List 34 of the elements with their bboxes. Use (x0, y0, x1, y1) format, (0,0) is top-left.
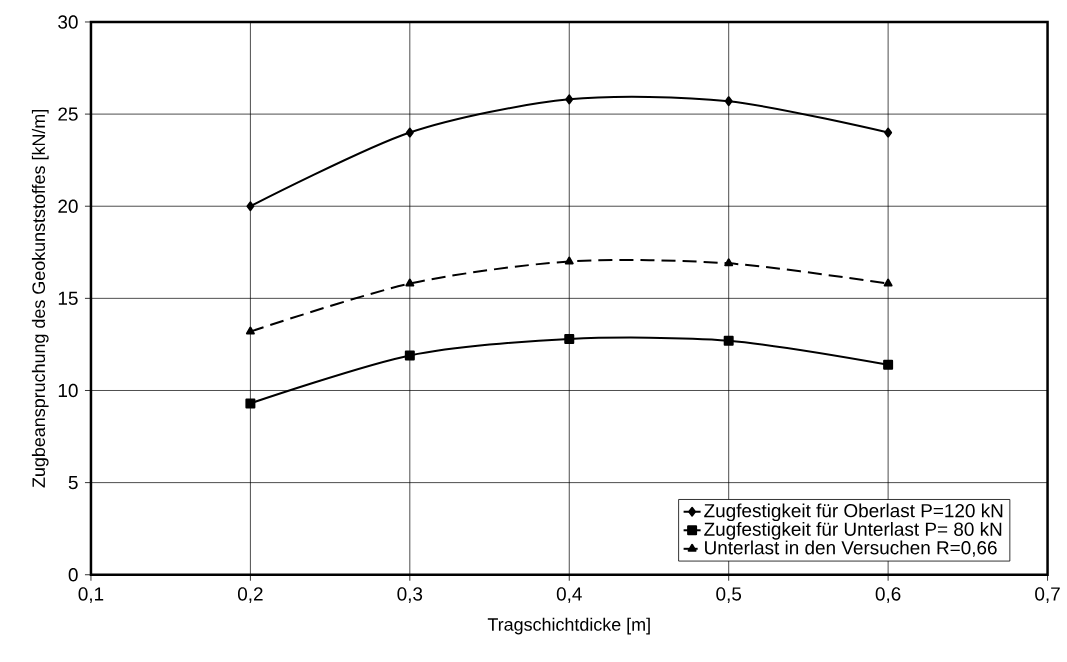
point (883, 359, 894, 370)
x-tick-label: 0,4 (556, 587, 582, 604)
point (565, 94, 574, 105)
legend-label: Unterlast in den Versuchen R=0,66 (705, 540, 997, 557)
point (564, 334, 575, 345)
point (246, 201, 255, 212)
y-tick-label: 15 (58, 291, 78, 306)
legend-label: Zugfestigkeit für Unterlast P= 80 kN (704, 522, 1002, 540)
x-tick-label: 0,3 (397, 587, 423, 604)
legend-label: Zugfestigkeit für Oberlast P=120 kN (704, 503, 1003, 522)
x-tick-label: 0,1 (78, 587, 104, 604)
y-tick-label: 25 (58, 107, 78, 121)
x-tick-label: 0,7 (1035, 587, 1060, 604)
point (884, 127, 893, 138)
point (405, 127, 414, 138)
point (404, 350, 415, 361)
x-axis-title: Tragschichtdicke [m] (487, 617, 650, 635)
y-tick-label: 20 (58, 199, 78, 214)
y-tick-label: 30 (58, 15, 78, 29)
y-tick-label: 5 (68, 476, 78, 490)
x-tick-label: 0,5 (716, 587, 742, 604)
point (564, 256, 574, 265)
y-tick-label: 0 (68, 568, 78, 582)
point (724, 258, 734, 267)
point (883, 278, 893, 287)
point (723, 335, 734, 346)
point (245, 398, 256, 409)
x-tick-label: 0,2 (237, 587, 263, 604)
y-axis-title: Zugbeanspruchung des Geokunststoffes [kN/m] (31, 110, 49, 488)
point (405, 278, 415, 287)
point (245, 326, 255, 335)
y-tick-label: 10 (58, 383, 78, 398)
x-tick-label: 0,6 (875, 587, 901, 604)
point (724, 96, 733, 107)
